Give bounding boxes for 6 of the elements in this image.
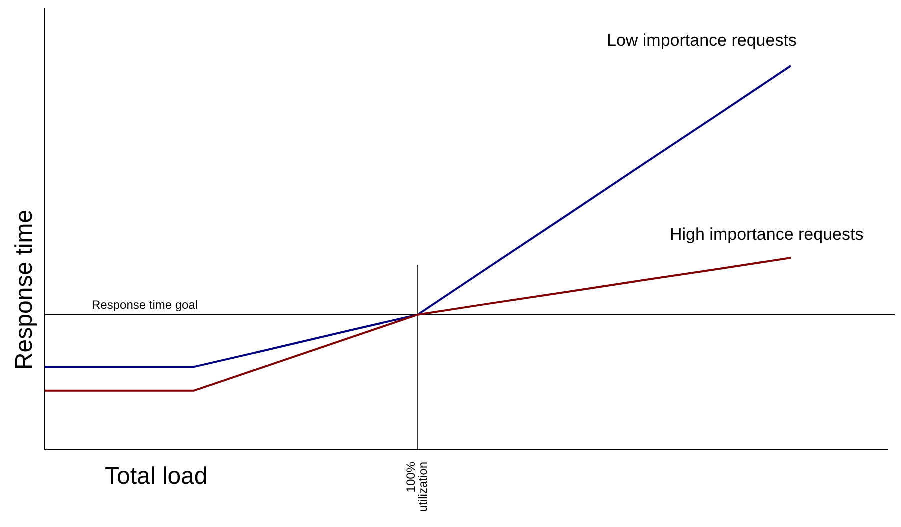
ref-line-label: Response time goal (92, 298, 198, 312)
text: 100% utilization (404, 462, 430, 512)
y-axis-title: Response time (11, 210, 38, 370)
x-axis-title: Total load (105, 463, 208, 490)
series-label: High importance requests (670, 225, 864, 244)
series-label: Low importance requests (607, 31, 797, 50)
